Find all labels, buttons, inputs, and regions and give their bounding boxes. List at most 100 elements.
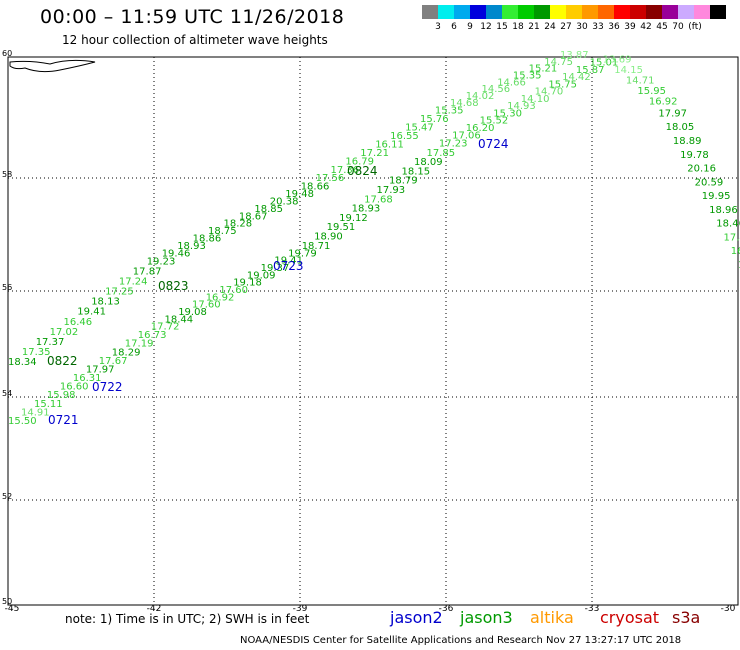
wave-height-value: 14.93 [507, 101, 536, 112]
wave-height-value: 18.15 [402, 166, 431, 177]
map-title: 00:00 – 11:59 UTC 11/26/2018 [40, 6, 345, 28]
scale-label: 21 [528, 22, 540, 32]
wave-height-value: 18.96 [709, 205, 738, 216]
wave-height-value: 18.46 [716, 219, 740, 230]
wave-height-value: 15.30 [493, 108, 522, 119]
lat-label: 58 [2, 170, 12, 179]
wave-height-value: 17.85 [427, 148, 456, 159]
wave-height-value: 15.35 [435, 106, 464, 117]
wave-height-value: 17.19 [125, 339, 154, 350]
wave-height-value: 16.60 [60, 382, 89, 393]
wave-height-value: 16.79 [345, 156, 374, 167]
wave-height-value: 18.13 [91, 297, 120, 308]
wave-height-value: 18.85 [254, 204, 283, 215]
pass-time-label: 0724 [478, 137, 509, 151]
credit-footer: NOAA/NESDIS Center for Satellite Applica… [240, 635, 682, 646]
wave-height-value: 16.46 [64, 317, 93, 328]
wave-height-value: 17.56 [316, 173, 345, 184]
map-note: note: 1) Time is in UTC; 2) SWH is in fe… [65, 612, 310, 626]
scale-label: 30 [576, 22, 588, 32]
wave-height-value: 17.36 [331, 165, 360, 176]
wave-height-value: 18.86 [193, 234, 222, 245]
wave-height-value: 17.87 [133, 267, 162, 278]
wave-height-value: 14.75 [544, 57, 573, 68]
wave-height-value: 14.02 [466, 91, 495, 102]
wave-height-value: 17.67 [99, 356, 128, 367]
wave-height-value: 20.16 [687, 164, 716, 175]
scale-swatch [518, 5, 534, 19]
scale-label: 33 [592, 22, 604, 32]
scale-label: 3 [435, 22, 441, 32]
wave-height-value: 17.68 [364, 194, 393, 205]
wave-height-value: 15.52 [480, 116, 509, 127]
scale-swatch [646, 5, 662, 19]
wave-height-value: 14.42 [562, 72, 591, 83]
lon-label: -45 [5, 604, 20, 614]
wave-height-value: 19.78 [680, 150, 709, 161]
scale-swatch [470, 5, 486, 19]
wave-height-value: 15.01 [590, 58, 619, 69]
wave-height-value: 16. [731, 246, 740, 257]
wave-height-value: 18.34 [8, 357, 37, 368]
wave-height-value: 16.11 [375, 140, 404, 151]
map-frame [7, 56, 739, 606]
scale-swatch [486, 5, 502, 19]
wave-height-value: 17.72 [151, 322, 180, 333]
scale-label: 18 [512, 22, 524, 32]
pass-time-label: 0824 [347, 164, 378, 178]
scale-swatch [598, 5, 614, 19]
wave-height-value: 19.46 [162, 248, 191, 259]
lat-label: 50 [2, 597, 12, 606]
wave-height-value: 16.55 [390, 131, 419, 142]
wave-height-value: 15.35 [513, 71, 542, 82]
wave-height-value: 17.93 [377, 185, 406, 196]
pass-time-label: 0723 [273, 259, 304, 273]
scale-swatch [566, 5, 582, 19]
wave-height-value: 20.38 [270, 197, 299, 208]
wave-height-value: 18.89 [673, 136, 702, 147]
wave-height-value: 17.4 [724, 232, 740, 243]
wave-height-value: 16.73 [138, 330, 167, 341]
wave-height-value: 19.18 [233, 278, 262, 289]
lon-label: -39 [293, 604, 308, 614]
scale-label: 24 [544, 22, 556, 32]
scale-swatch [614, 5, 630, 19]
lat-label: 52 [2, 492, 12, 501]
wave-height-value: 15.21 [529, 64, 558, 75]
wave-height-value: 18.66 [301, 182, 330, 193]
satellite-name: jason2 [390, 608, 443, 627]
scale-swatch [550, 5, 566, 19]
scale-label: 15 [496, 22, 508, 32]
wave-height-value: 18.05 [666, 122, 695, 133]
wave-height-value: 20.59 [695, 177, 724, 188]
scale-swatch [678, 5, 694, 19]
lon-label: -30 [721, 604, 736, 614]
wave-height-value: 15.75 [548, 79, 577, 90]
wave-height-value: 17.24 [119, 277, 148, 288]
wave-height-value: 18.93 [352, 204, 381, 215]
wave-height-value: 14.56 [482, 84, 511, 95]
wave-height-value: 14.70 [535, 87, 564, 98]
wave-height-value: 16.92 [206, 292, 235, 303]
wave-height-value: 18.09 [414, 157, 443, 168]
scale-label: 12 [480, 22, 492, 32]
scale-swatch [534, 5, 550, 19]
wave-height-value: 14.71 [626, 76, 655, 87]
wave-height-value: 18.67 [239, 211, 268, 222]
wave-height-value: 18.44 [165, 314, 194, 325]
wave-height-value: 14.10 [521, 94, 550, 105]
wave-height-value: 13.87 [560, 50, 589, 61]
wave-height-value: 17.02 [50, 327, 79, 338]
satellite-name: altika [530, 608, 574, 627]
lat-label: 60 [2, 49, 12, 58]
scale-label: 39 [624, 22, 636, 32]
pass-time-label: 0823 [158, 279, 189, 293]
wave-height-value: 18.29 [112, 347, 141, 358]
wave-height-value: 19.37 [261, 263, 290, 274]
wave-height-value: 17.60 [192, 300, 221, 311]
scale-label: 42 [640, 22, 652, 32]
wave-height-value: 15.11 [34, 399, 63, 410]
map-subtitle: 12 hour collection of altimeter wave hei… [62, 33, 328, 47]
lon-label: -36 [439, 604, 454, 614]
